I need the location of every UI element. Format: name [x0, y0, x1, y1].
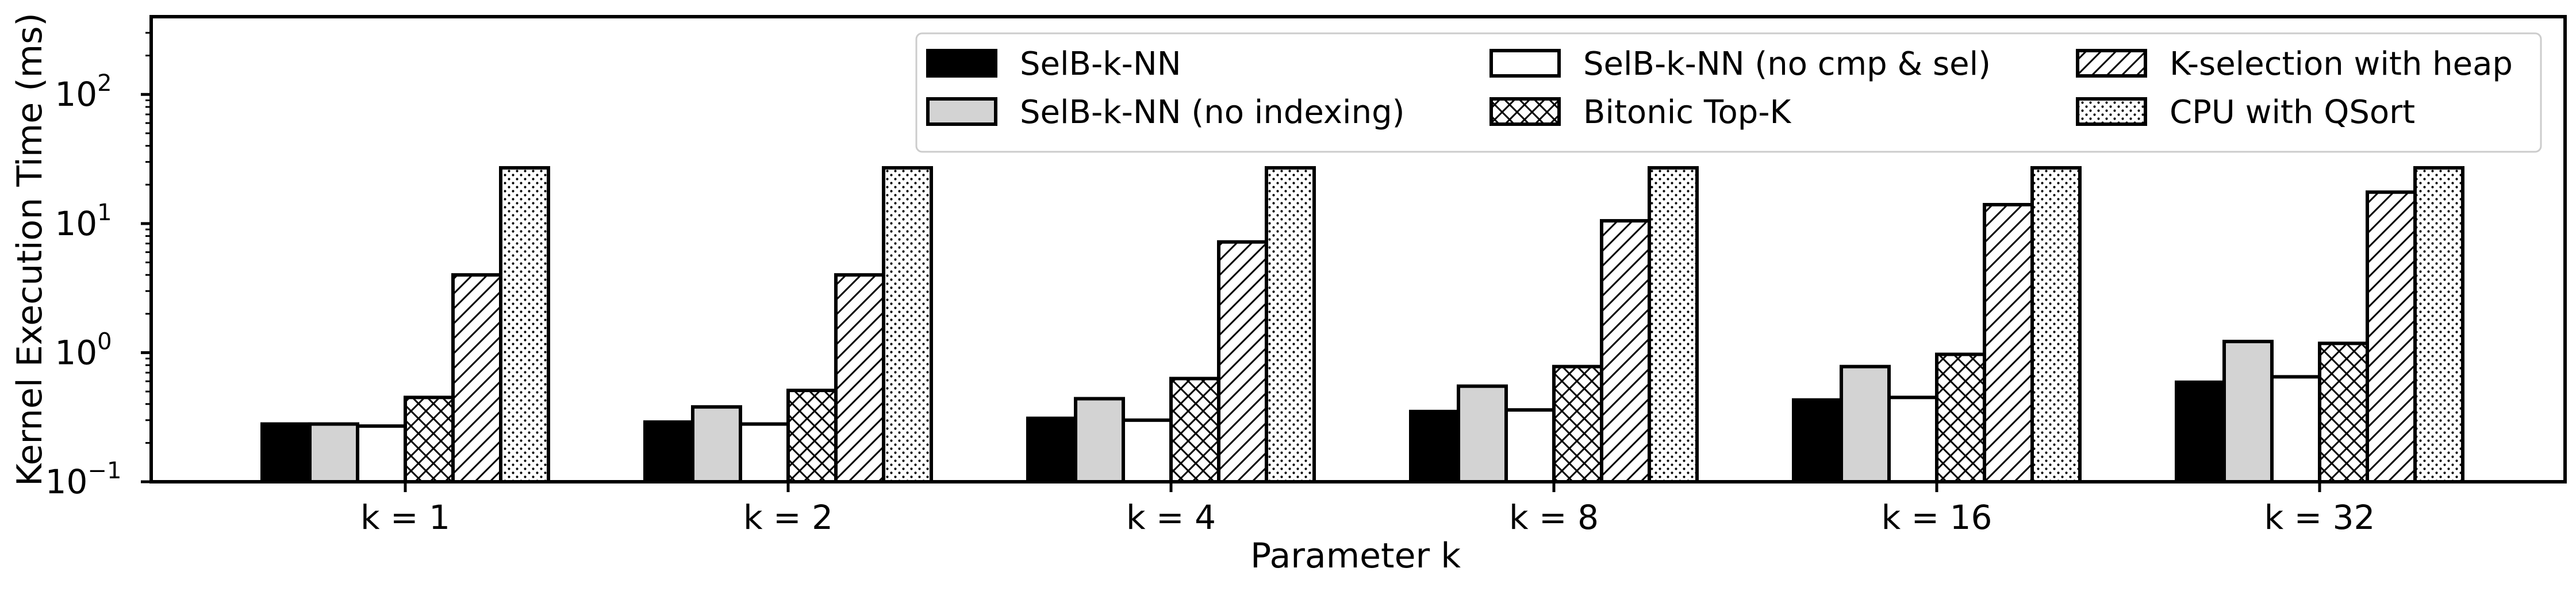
legend-label-selb-k-nn-no-cmp-sel: SelB-k-NN (no cmp & sel) [1583, 45, 1991, 83]
y-tick-label: 10−1 [45, 458, 122, 501]
bar-selb-k-nn-no-cmp-sel-k-8 [1504, 408, 1556, 484]
legend-swatch-k-selection-with-heap [2076, 49, 2147, 78]
y-axis-title: Kernel Execution Time (ms) [10, 13, 50, 486]
bar-selb-k-nn-k-1 [260, 422, 312, 483]
bar-k-selection-with-heap-k-1 [451, 273, 502, 483]
x-axis-ticks: k = 1 k = 2 k = 4 k = 8 k = 16 k = 32 [360, 482, 2375, 537]
bar-k-selection-with-heap-k-8 [1600, 219, 1651, 483]
bar-selb-k-nn-no-indexing-k-2 [691, 405, 742, 483]
bar-k-selection-with-heap-k-2 [834, 273, 885, 483]
bar-k-selection-with-heap-k-4 [1217, 240, 1268, 483]
bar-bitonic-top-k-k-32 [2318, 341, 2369, 483]
bar-selb-k-nn-no-indexing-k-8 [1457, 384, 1508, 483]
legend-swatch-selb-k-nn-no-cmp-sel [1489, 49, 1561, 78]
y-axis-ticks: 10−1 100 101 102 [45, 32, 151, 501]
legend-label-selb-k-nn: SelB-k-NN [1020, 45, 1181, 83]
bar-selb-k-nn-no-cmp-sel-k-32 [2270, 375, 2321, 484]
bar-bitonic-top-k-k-2 [786, 389, 838, 483]
bar-selb-k-nn-no-indexing-k-1 [308, 422, 359, 483]
x-tick-label-k-1: k = 1 [360, 498, 450, 537]
plot-frame [149, 15, 2567, 483]
bar-bitonic-top-k-k-8 [1552, 364, 1603, 483]
bar-cpu-with-qsort-k-32 [2413, 166, 2464, 483]
x-tick-label-k-2: k = 2 [743, 498, 833, 537]
bar-cpu-with-qsort-k-4 [1265, 166, 1316, 483]
bar-bitonic-top-k-k-1 [404, 396, 455, 484]
x-axis-title: Parameter k [1250, 536, 1461, 576]
bar-selb-k-nn-no-cmp-sel-k-4 [1122, 418, 1173, 483]
bar-bitonic-top-k-k-4 [1169, 377, 1220, 483]
bar-selb-k-nn-no-cmp-sel-k-2 [739, 422, 790, 483]
bar-k-selection-with-heap-k-32 [2366, 190, 2417, 483]
legend-label-cpu-with-qsort: CPU with QSort [2170, 94, 2415, 131]
bar-selb-k-nn-k-4 [1026, 416, 1077, 483]
bar-selb-k-nn-no-cmp-sel-k-1 [356, 424, 407, 483]
x-tick-label-k-8: k = 8 [1509, 498, 1599, 537]
x-tick-label-k-16: k = 16 [1882, 498, 1993, 537]
bar-cpu-with-qsort-k-1 [499, 166, 550, 483]
legend-swatch-selb-k-nn [926, 49, 997, 78]
bar-selb-k-nn-k-16 [1792, 398, 1843, 484]
bar-selb-k-nn-k-8 [1409, 409, 1460, 483]
bar-cpu-with-qsort-k-2 [882, 166, 933, 483]
y-tick-label: 102 [55, 70, 112, 114]
bar-selb-k-nn-k-2 [643, 420, 694, 483]
legend-label-bitonic-top-k: Bitonic Top-K [1583, 94, 1792, 131]
bar-bitonic-top-k-k-16 [1935, 352, 1986, 483]
legend-label-k-selection-with-heap: K-selection with heap [2170, 45, 2513, 83]
bars-layer [260, 166, 2464, 484]
x-tick-label-k-4: k = 4 [1126, 498, 1216, 537]
y-tick-label: 101 [55, 199, 112, 243]
y-tick-label: 100 [55, 328, 112, 372]
legend: SelB-k-NN SelB-k-NN (no indexing) SelB-k-N… [915, 32, 2542, 153]
legend-label-selb-k-nn-no-indexing: SelB-k-NN (no indexing) [1020, 94, 1404, 131]
bar-selb-k-nn-no-indexing-k-32 [2222, 340, 2274, 484]
bar-cpu-with-qsort-k-16 [2030, 166, 2082, 483]
legend-swatch-cpu-with-qsort [2076, 97, 2147, 126]
bar-selb-k-nn-no-indexing-k-4 [1074, 397, 1125, 483]
legend-swatch-selb-k-nn-no-indexing [926, 97, 997, 126]
bar-selb-k-nn-k-32 [2175, 380, 2226, 484]
x-tick-label-k-32: k = 32 [2264, 498, 2375, 537]
bar-k-selection-with-heap-k-16 [1983, 202, 2034, 483]
bar-selb-k-nn-no-cmp-sel-k-16 [1887, 396, 1938, 484]
bar-cpu-with-qsort-k-8 [1648, 166, 1699, 483]
legend-swatch-bitonic-top-k [1489, 97, 1561, 126]
bar-selb-k-nn-no-indexing-k-16 [1840, 364, 1891, 483]
